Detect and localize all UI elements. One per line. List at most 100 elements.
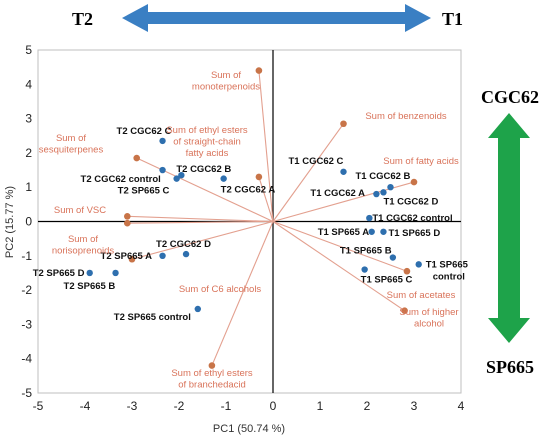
variable-point [128,255,136,263]
variable-point [410,178,418,186]
observation-label: T1 SP665 control [426,259,469,282]
x-tick-label: 2 [364,399,371,413]
y-tick-label: 3 [25,112,32,126]
x-tick-label: -1 [221,399,232,413]
loading-vector [131,220,274,260]
x-tick-label: -2 [174,399,185,413]
variable-label: Sum of acetates [387,290,456,301]
variable-point [340,120,347,128]
observation-point [380,228,387,235]
variable-point [401,307,408,314]
y-tick-label: 0 [25,215,32,229]
y-axis-title: PC2 (15.77 %) [4,186,16,258]
variable-label: Sum of benzenoids [365,111,447,122]
observation-label: T1 CGC62 B [356,171,411,182]
variable-label: Sum of C6 alcohols [179,284,262,295]
observation-point [340,168,347,175]
variable-label: Sum of monoterpenoids [192,70,260,93]
observation-label: T1 SP665 A [318,227,370,238]
y-tick-label: -2 [21,283,32,297]
observation-point [361,266,368,273]
observation-point [173,175,180,182]
y-tick-label: -1 [21,249,32,263]
x-tick-label: 3 [411,399,418,413]
vertical-double-arrow [488,113,530,343]
observation-point [194,305,201,313]
axes: -5 -4 -3 -2 -1 0 1 2 3 4 5 4 3 2 1 0 -1 -2 -3 -4 -5 [21,43,464,413]
loading-vector [258,176,274,222]
observation-point [368,228,375,235]
label-left-t2: T2 [72,9,93,29]
x-axis-title: PC1 (50.74 %) [213,423,285,435]
observation-point [373,190,380,198]
observation-label: T2 SP665 B [64,281,116,292]
observation-point [389,254,397,261]
loading-vector [127,215,274,223]
observation-point [112,269,119,277]
y-tick-label: 5 [25,43,32,57]
observation-label: T2 CGC62 A [221,185,276,196]
variable-label: Sum of fatty acids [383,156,459,167]
label-right-t1: T1 [442,9,463,29]
loading-vector [136,157,274,222]
y-tick-label: -3 [21,317,32,331]
variable-point [255,173,263,181]
observation-label: T2 SP665 D [33,268,85,279]
variable-label: Sum of sesquiterpenes [39,133,104,156]
observation-point [415,261,422,268]
observation-point [159,166,166,174]
observation-label: T1 SP665 D [388,228,440,239]
variable-point [133,154,140,162]
observation-point [159,252,166,259]
y-tick-label: 4 [25,77,32,91]
observation-label: T1 CGC62 control [372,213,452,224]
variable-point [124,219,131,227]
loading-vector [258,70,274,222]
x-tick-label: -5 [33,399,44,413]
variable-label: Sum of ethyl esters of branchedacid [171,368,253,391]
loading-vectors [124,67,418,369]
observation-label: T2 SP665 control [114,312,191,323]
x-tick-label: 1 [317,399,324,413]
observation-label: T2 CGC62 C [117,126,172,137]
y-tick-label: -5 [21,386,32,400]
x-tick-label: -4 [80,399,91,413]
observation-label: T1 SP665 C [361,275,413,286]
treatment-arrow: T2 T1 [72,4,463,32]
variable-point [208,362,216,369]
observation-label: T1 SP665 B [340,246,392,257]
x-tick-label: 0 [270,399,277,413]
loading-vector [272,221,405,312]
observation-label: T2 CGC62 control [81,174,161,185]
strain-arrow: CGC62 SP665 [481,87,539,377]
x-tick-label: 4 [458,399,465,413]
loading-vector [211,221,274,366]
observation-label: T1 CGC62 C [289,156,344,167]
observation-point [380,189,387,196]
variable-label: Sum of VSC [54,205,106,216]
loading-vector [127,220,274,224]
observation-point [178,171,185,179]
label-top-cgc62: CGC62 [481,87,539,107]
observation-label: T2 SP665 C [118,186,170,197]
observation-points [86,137,422,313]
variable-label: Sum of higher alcohol [399,307,458,330]
loading-vector [272,123,344,222]
label-bottom-sp665: SP665 [486,357,534,377]
observation-point [220,175,227,182]
x-tick-label: -3 [127,399,138,413]
variable-point [403,267,411,275]
observation-point [182,250,190,258]
variable-label: Sum of ethyl esters of straight-chain fatt… [166,125,248,159]
observation-label: T2 CGC62 B [176,164,231,175]
observation-label: T1 CGC62 A [310,188,365,199]
labels: T2 CGC62 C T2 CGC62 control T2 CGC62 B T2 S… [33,70,469,391]
observation-point [159,137,166,145]
observation-point [387,184,394,191]
observation-label: T2 SP665 A [101,251,153,262]
loading-vector [272,220,408,272]
y-tick-label: 2 [25,146,32,160]
observation-label: T2 CGC62 D [156,239,211,250]
observation-label: T1 CGC62 D [383,196,438,207]
